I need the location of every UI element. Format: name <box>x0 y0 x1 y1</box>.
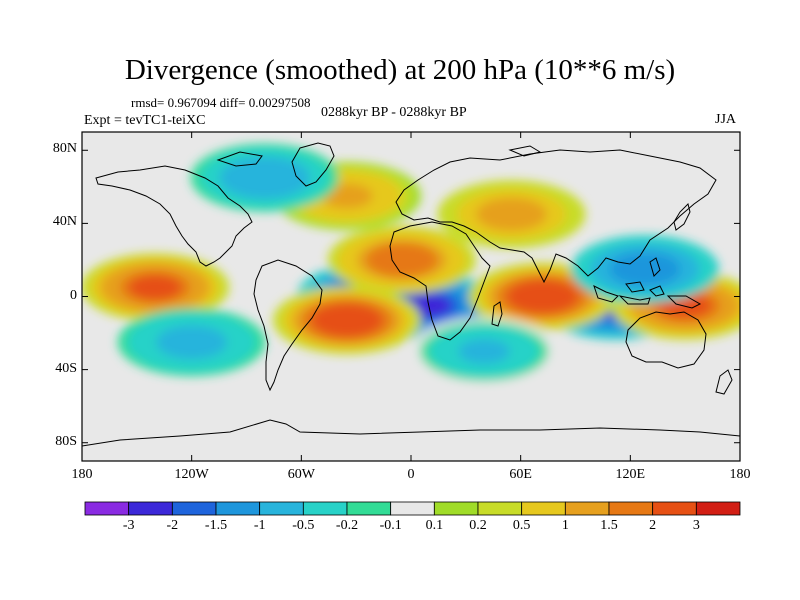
lat-label: 40N <box>52 214 77 230</box>
anomaly-south-atlantic-max <box>321 307 373 333</box>
colorbar-swatch <box>608 501 654 516</box>
lat-label: 80N <box>52 141 77 157</box>
coastline-africa <box>389 221 491 341</box>
lon-label: 60W <box>287 467 315 482</box>
rmsd-stats: rmsd= 0.967094 diff= 0.00297508 <box>131 95 311 110</box>
colorbar-label: 1 <box>561 518 569 533</box>
colorbar-swatch <box>128 501 173 516</box>
colorbar <box>84 501 741 516</box>
lon-label: 120W <box>174 467 209 482</box>
coastline-greenland <box>291 142 335 187</box>
lon-label: 120E <box>615 467 646 482</box>
colorbar-swatch <box>433 501 479 516</box>
colorbar-swatch <box>346 501 392 516</box>
colorbar-swatch <box>564 501 610 516</box>
colorbar-label: 0.2 <box>469 518 487 533</box>
lon-label: 0 <box>407 467 415 482</box>
anomaly-arctic-min <box>239 165 291 191</box>
coastline-indonesia <box>593 281 665 305</box>
coastline-japan <box>673 203 691 231</box>
coastline-arctic-islands <box>216 145 542 167</box>
colorbar-label: 0.1 <box>425 518 444 533</box>
anomaly-indonesia-min <box>619 256 671 282</box>
lat-label: 40S <box>55 360 77 376</box>
anomaly-north-atlantic-max <box>321 183 373 209</box>
colorbar-label: -0.2 <box>335 518 359 533</box>
lat-label: 0 <box>70 287 77 303</box>
colorbar-label: -1.5 <box>204 518 228 533</box>
anomaly-indian-ocean-max <box>516 284 569 309</box>
colorbar-swatch <box>390 501 435 516</box>
coastline-antarctica <box>82 419 740 447</box>
coastline-north-america <box>95 165 253 267</box>
coastline-new-guinea <box>666 295 702 309</box>
coastline-australia <box>625 311 707 369</box>
colorbar-label: -0.1 <box>379 518 402 533</box>
colorbar-swatch <box>171 501 217 516</box>
experiment-label: Expt = tevTC1-teiXC <box>84 113 206 128</box>
colorbar-label: 2 <box>649 518 657 533</box>
coastlines <box>82 142 740 447</box>
colorbar-label: -1 <box>253 518 266 533</box>
lon-label: 180 <box>729 467 751 482</box>
coastline-madagascar <box>491 301 503 327</box>
colorbar-swatch <box>215 501 261 516</box>
colorbar-label: -2 <box>166 518 179 533</box>
plot-title: Divergence (smoothed) at 200 hPa (10**6 … <box>124 54 676 86</box>
colorbar-swatch <box>302 501 348 516</box>
colorbar-swatch <box>652 501 697 516</box>
anomaly-east-pacific-max <box>129 275 181 300</box>
lat-label: 80S <box>55 433 77 449</box>
anomaly-s-pacific-min <box>166 329 218 355</box>
season-label: JJA <box>715 112 737 127</box>
period-label: 0288kyr BP - 0288kyr BP <box>321 105 467 120</box>
coastline-philippines <box>649 257 661 277</box>
colorbar-swatch <box>695 501 741 516</box>
colorbar-label: -0.5 <box>292 518 315 533</box>
coastline-new-zealand <box>715 369 733 395</box>
colorbar-swatch <box>84 501 130 516</box>
colorbar-swatch <box>477 501 523 516</box>
lon-label: 60E <box>509 467 532 482</box>
anomaly-central-asia-max <box>485 201 538 227</box>
coastline-eurasia <box>395 149 717 284</box>
coastline-south-america <box>253 259 323 392</box>
lon-label: 180 <box>71 467 93 482</box>
colorbar-label: -3 <box>122 518 135 533</box>
divergence-field <box>82 143 740 386</box>
axis-ticks <box>81 132 741 461</box>
colorbar-label: 0.5 <box>512 518 531 533</box>
anomaly-north-africa-max <box>376 247 428 273</box>
colorbar-swatch <box>521 501 566 516</box>
colorbar-label: 3 <box>692 518 700 533</box>
colorbar-label: 1.5 <box>600 518 618 533</box>
colorbar-swatch <box>259 501 304 516</box>
anomaly-s-indian-min <box>458 339 510 364</box>
